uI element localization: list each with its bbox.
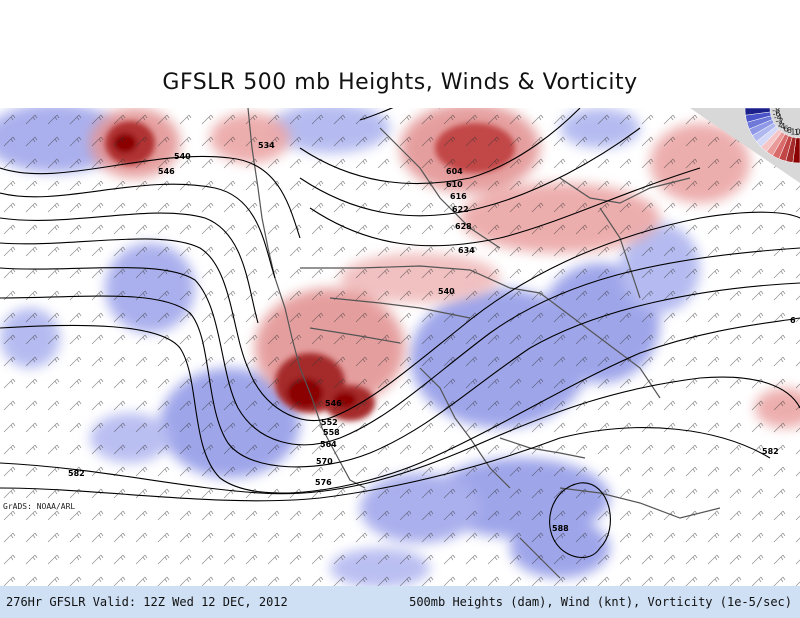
contour-label: 616	[450, 192, 467, 201]
wind-barbs	[0, 108, 800, 586]
legend-wedge	[744, 108, 771, 116]
contour-label: 546	[158, 167, 175, 176]
contour-label: 610	[446, 180, 463, 189]
contour-label: 588	[552, 524, 569, 533]
chart-title: GFSLR 500 mb Heights, Winds & Vorticity	[162, 70, 638, 95]
contour-label: 582	[68, 469, 85, 478]
map-canvas: 540 546 534 604 610 616 622 628 634 540 …	[0, 108, 800, 586]
contour-label: 534	[258, 141, 275, 150]
weather-map: 540 546 534 604 610 616 622 628 634 540 …	[0, 108, 800, 586]
contour-label: 582	[762, 447, 779, 456]
valid-time-text: 276Hr GFSLR Valid: 12Z Wed 12 DEC, 2012	[6, 595, 288, 609]
legend-label: 10	[790, 127, 800, 136]
contour-label: 604	[446, 167, 463, 176]
height-contours	[0, 108, 800, 558]
contour-label: 576	[315, 478, 332, 487]
legend-label: -4	[774, 113, 782, 122]
contour-label: 6	[790, 316, 796, 325]
contour-labels: 540 546 534 604 610 616 622 628 634 540 …	[68, 141, 796, 533]
contour-label: 540	[438, 287, 455, 296]
vorticity-legend: 12108642-2-4-6-8	[690, 108, 800, 183]
legend-label: 6	[783, 124, 788, 133]
contour-label: 634	[458, 246, 475, 255]
contour-label: 622	[452, 205, 469, 214]
contour-label: 628	[455, 222, 472, 231]
fields-description: 500mb Heights (dam), Wind (knt), Vortici…	[409, 595, 792, 609]
legend-label: 2	[778, 120, 783, 129]
legend-label: 8	[787, 126, 792, 135]
grads-credit: GrADS: NOAA/ARL	[3, 502, 76, 511]
contour-label: 564	[320, 440, 337, 449]
legend-label: -6	[773, 110, 781, 119]
contour-label: 540	[174, 152, 191, 161]
legend-label: 4	[780, 122, 785, 131]
contour-label: 558	[323, 428, 340, 437]
contour-label: 570	[316, 457, 333, 466]
legend-label: -8	[772, 108, 780, 115]
legend-label: 12	[794, 128, 800, 137]
contour-label: 552	[321, 418, 338, 427]
contour-label: 546	[325, 399, 342, 408]
legend-label: -2	[776, 117, 784, 126]
footer-bar: 276Hr GFSLR Valid: 12Z Wed 12 DEC, 2012 …	[0, 586, 800, 618]
